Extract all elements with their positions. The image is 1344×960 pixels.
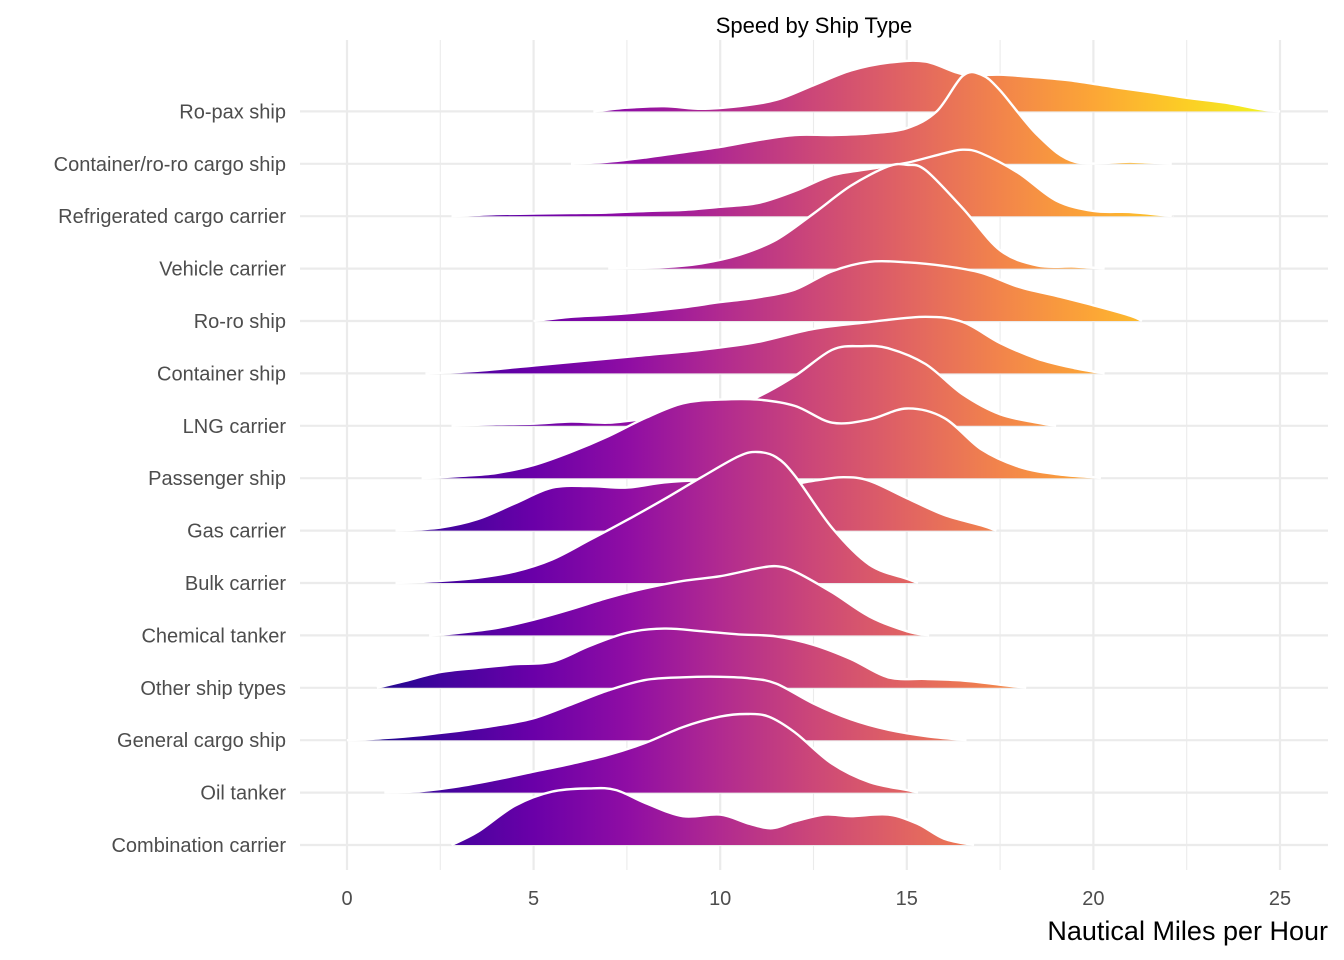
ridge-fill xyxy=(593,60,1280,112)
ridge-combination-carrier xyxy=(450,786,975,847)
ridge-outline xyxy=(376,627,1027,689)
chart-title: Speed by Ship Type xyxy=(716,13,913,38)
x-axis-label: Nautical Miles per Hour xyxy=(1047,916,1328,946)
ridge-outline xyxy=(429,564,930,637)
category-label: Container/ro-ro cargo ship xyxy=(54,154,286,176)
density-ridges xyxy=(346,59,1281,847)
ridge-passenger-ship xyxy=(421,397,1102,480)
ridge-chemical-tanker xyxy=(429,564,930,637)
ridge-other-ship-types xyxy=(376,627,1027,689)
x-axis-ticks: 0 5 10 15 20 25 xyxy=(341,888,1291,910)
category-labels: Combination carrier Oil tanker General car… xyxy=(54,101,287,857)
ridge-outline xyxy=(570,70,1172,165)
x-tick-label: 20 xyxy=(1082,888,1104,910)
ridge-outline xyxy=(395,450,919,585)
x-tick-label: 15 xyxy=(896,888,918,910)
ridge-fill xyxy=(429,566,930,636)
ridge-fill xyxy=(451,149,1173,217)
category-label: Chemical tanker xyxy=(141,625,286,647)
x-tick-label: 0 xyxy=(341,888,352,910)
ridge-fill xyxy=(395,451,918,583)
x-tick-label: 5 xyxy=(528,888,539,910)
category-label: Ro-pax ship xyxy=(179,101,286,123)
ridge-outline xyxy=(593,59,1281,113)
ridge-fill xyxy=(570,72,1172,164)
ridge-outline xyxy=(450,786,975,847)
ridge-outline xyxy=(346,675,967,742)
ridge-outline xyxy=(425,315,1105,375)
x-tick-label: 25 xyxy=(1269,888,1291,910)
ridge-general-cargo-ship xyxy=(346,675,967,742)
category-label: Refrigerated cargo carrier xyxy=(58,206,286,228)
ridge-outline xyxy=(451,148,1174,218)
category-label: Bulk carrier xyxy=(185,573,286,595)
category-label: LNG carrier xyxy=(183,416,287,438)
category-label: Ro-ro ship xyxy=(194,311,286,333)
ridge-fill xyxy=(347,676,967,741)
category-label: General cargo ship xyxy=(117,730,286,752)
x-tick-label: 10 xyxy=(709,888,731,910)
ridge-outline xyxy=(384,712,919,794)
ridge-outline xyxy=(608,162,1105,270)
ridge-ro-ro-ship xyxy=(533,259,1143,323)
ridge-fill xyxy=(376,628,1027,688)
ridge-fill xyxy=(384,713,918,793)
ridge-lng-carrier xyxy=(451,344,1057,427)
category-label: Oil tanker xyxy=(200,783,286,805)
category-label: Vehicle carrier xyxy=(159,259,286,281)
category-label: Container ship xyxy=(157,363,286,385)
ridge-outline xyxy=(421,397,1102,480)
ridge-fill xyxy=(608,164,1105,269)
ridge-container-ro-ro-cargo-ship xyxy=(570,70,1172,165)
ridge-container-ship xyxy=(425,315,1105,375)
ridge-fill xyxy=(425,316,1105,374)
ridge-vehicle-carrier xyxy=(608,162,1105,270)
ridge-refrigerated-cargo-carrier xyxy=(451,148,1174,218)
ridge-fill xyxy=(451,788,974,845)
ridge-fill xyxy=(421,398,1101,479)
category-label: Gas carrier xyxy=(187,521,286,543)
ridge-fill xyxy=(451,345,1057,426)
category-label: Other ship types xyxy=(140,678,286,700)
ridge-ro-pax-ship xyxy=(593,59,1281,113)
ridge-outline xyxy=(451,344,1057,427)
ridge-bulk-carrier xyxy=(395,450,919,585)
ridge-outline xyxy=(533,259,1143,323)
category-label: Passenger ship xyxy=(148,468,286,490)
ridge-oil-tanker xyxy=(384,712,919,794)
category-label: Combination carrier xyxy=(111,835,286,857)
